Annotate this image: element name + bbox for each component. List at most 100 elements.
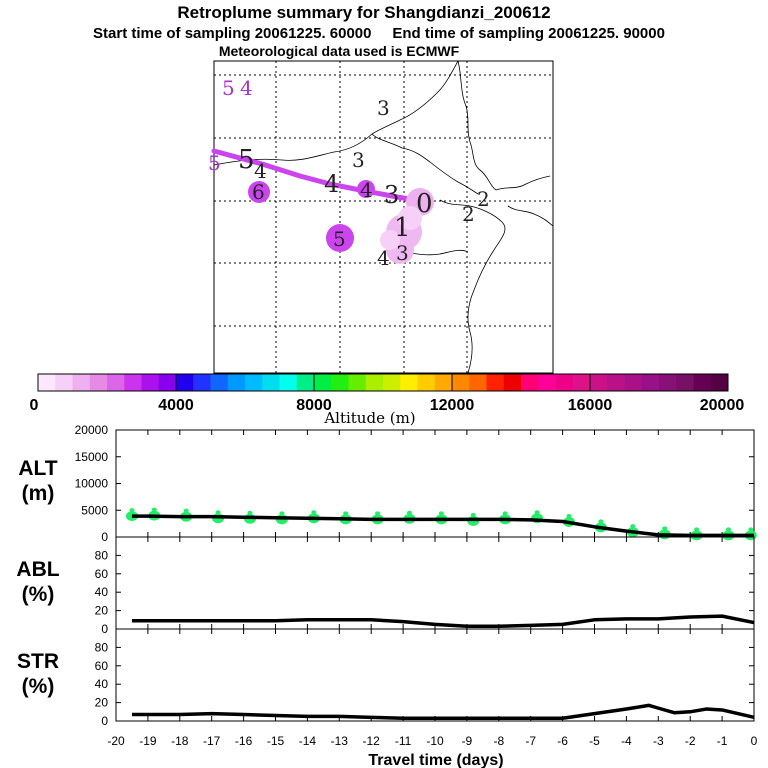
map-panel: 5 4 3 5 4 5 3 6 4 4 3 2 2 5 1 4 3 0 <box>208 60 554 374</box>
colorbar-cell <box>245 374 263 391</box>
colorbar-tick: 4000 <box>158 397 194 414</box>
cluster-circle <box>326 224 354 252</box>
colorbar-ticks: 0 4000 8000 12000 16000 20000 <box>30 397 745 414</box>
colorbar-cell <box>624 374 643 391</box>
series-line-str <box>131 703 755 720</box>
series-line-alt <box>131 514 754 538</box>
y-tick-label: 80 <box>95 640 109 654</box>
x-tick-label: -4 <box>621 734 632 748</box>
colorbar-tick: 8000 <box>296 397 332 414</box>
x-tick-label: -14 <box>299 734 317 748</box>
altitude-dot-upper <box>151 507 157 512</box>
y-tick-label: 60 <box>95 659 109 673</box>
map-label: 4 <box>254 159 267 183</box>
altitude-dot-upper <box>215 510 221 515</box>
altitude-dot-upper <box>534 510 540 515</box>
map-label: 1 <box>394 213 411 243</box>
x-tick-label: -1 <box>717 734 728 748</box>
cluster-circle <box>380 230 400 250</box>
map-label: 5 <box>333 227 346 251</box>
altitude-dot-upper <box>438 511 444 516</box>
map-label: 4 <box>377 246 390 270</box>
altitude-dot-upper <box>129 508 135 513</box>
colorbar-cell <box>38 374 56 391</box>
x-tick-label: -7 <box>525 734 536 748</box>
colorbar-cell <box>641 374 660 391</box>
map-label: 2 <box>477 187 490 211</box>
colorbar-cell <box>55 374 73 391</box>
y-tick-label: 40 <box>95 677 109 691</box>
colorbar-cell <box>107 374 125 391</box>
altitude-dot-upper <box>375 511 381 516</box>
altitude-dot-upper <box>247 510 253 515</box>
x-tick-label: -3 <box>653 734 664 748</box>
map-label: 4 <box>324 170 339 198</box>
x-tick-label: -9 <box>462 734 473 748</box>
x-tick-label: -18 <box>171 734 189 748</box>
y-axis-label: ALT <box>18 457 57 480</box>
cluster-circle <box>357 180 375 198</box>
y-tick-label: 0 <box>101 714 108 728</box>
altitude-dot-upper <box>183 508 189 513</box>
colorbar-cell <box>383 374 401 391</box>
colorbar-cells <box>38 374 729 391</box>
colorbar-label: Altitude (m) <box>323 409 415 427</box>
title-block: Retroplume summary for Shangdianzi_20061… <box>0 2 768 58</box>
colorbar-cell <box>486 374 505 391</box>
map-label: 5 <box>222 76 235 100</box>
altitude-dot-upper <box>279 511 285 516</box>
colorbar-cell <box>693 374 712 391</box>
y-tick-label: 5000 <box>81 503 108 517</box>
map-label: 3 <box>352 148 365 172</box>
colorbar-tick: 12000 <box>430 397 475 414</box>
panel-str: 80 60 40 20 0 STR(%) <box>17 628 755 728</box>
map-boundaries <box>213 60 554 374</box>
colorbar-cell <box>503 374 522 391</box>
series-line-abl <box>131 614 755 628</box>
altitude-dot-upper <box>311 510 317 515</box>
colorbar-cell <box>124 374 142 391</box>
map-label: 4 <box>360 178 373 202</box>
x-tick-label: -17 <box>203 734 221 748</box>
colorbar-cell <box>521 374 539 391</box>
altitude-dot-upper <box>725 527 731 532</box>
colorbar-cell <box>176 374 194 391</box>
x-axis-label: Travel time (days) <box>368 752 503 768</box>
colorbar-cell <box>89 374 108 391</box>
colorbar-cell <box>607 374 625 391</box>
colorbar: 0 4000 8000 12000 16000 20000 Altitude (… <box>30 373 745 427</box>
colorbar-cell <box>590 374 608 391</box>
colorbar-tick: 0 <box>30 397 39 414</box>
panel-frame <box>115 536 755 630</box>
y-tick-label: 40 <box>95 585 109 599</box>
map-label: 2 <box>462 202 475 226</box>
map-label: 0 <box>416 189 433 219</box>
map-label: 3 <box>396 241 409 265</box>
colorbar-cell <box>296 374 315 391</box>
colorbar-tick: 20000 <box>700 397 745 414</box>
x-tick-label: -6 <box>557 734 568 748</box>
colorbar-cell <box>365 374 384 391</box>
altitude-dot-upper <box>502 511 508 516</box>
y-tick-label: 20 <box>95 604 109 618</box>
plume-clusters <box>248 180 434 264</box>
y-tick-label: 80 <box>95 548 109 562</box>
altitude-dot-upper <box>598 519 604 524</box>
colorbar-cell <box>434 374 453 391</box>
y-tick-label: 0 <box>101 530 108 544</box>
colorbar-cell <box>555 374 574 391</box>
x-tick-label: 0 <box>751 734 758 748</box>
map-label: 5 <box>238 145 255 175</box>
x-tick-label: -19 <box>139 734 157 748</box>
x-tick-label: -15 <box>267 734 285 748</box>
colorbar-cell <box>193 374 211 391</box>
altitude-dot-upper <box>630 524 636 529</box>
colorbar-cell <box>572 374 591 391</box>
map-label: 6 <box>252 180 265 204</box>
map-label: 3 <box>384 181 399 209</box>
y-tick-label: 10000 <box>75 477 109 491</box>
met-data-source: Meteorological data used is ECMWF <box>218 43 460 59</box>
colorbar-cell <box>400 374 418 391</box>
timeseries-panels: 20000150001000050000ALT(m)806040200ABL(%… <box>16 423 757 748</box>
